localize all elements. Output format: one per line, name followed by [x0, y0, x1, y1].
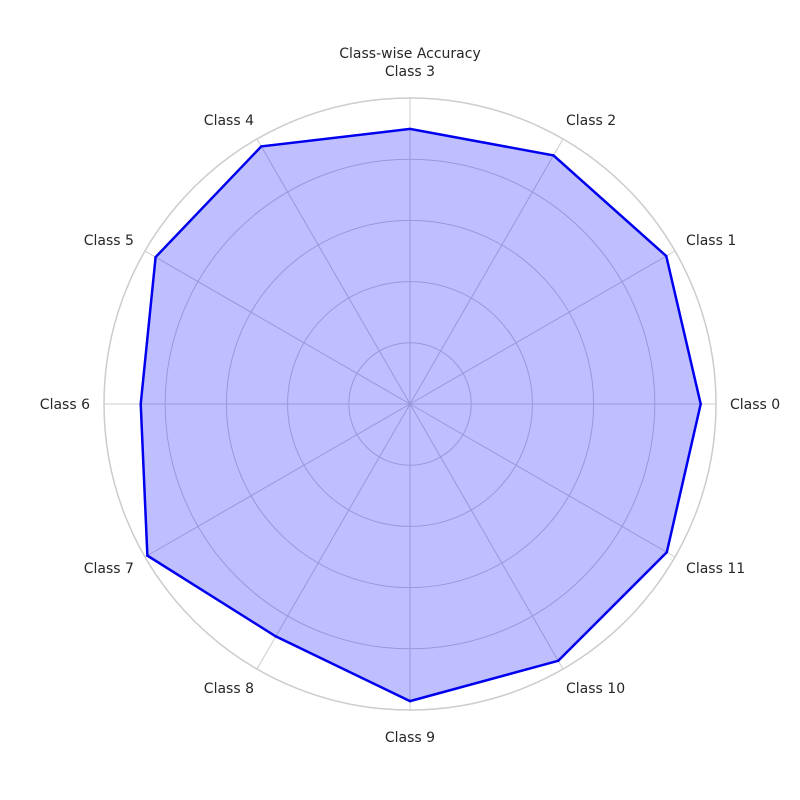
data-point-class-1 [665, 254, 668, 258]
chart-title: Class-wise Accuracy [339, 46, 481, 62]
spoke-11 [409, 403, 676, 558]
data-point-class-8 [274, 635, 278, 638]
label-class-0: Class 0 [730, 397, 780, 413]
label-class-5: Class 5 [84, 233, 134, 249]
spoke-5 [144, 250, 411, 405]
grid-layer [103, 97, 717, 711]
data-point-class-7 [146, 554, 149, 557]
data-point-class-11 [665, 551, 668, 554]
label-class-4: Class 4 [204, 113, 254, 129]
data-point-class-9 [408, 699, 412, 703]
spoke-7 [144, 403, 411, 558]
spoke-2 [409, 138, 564, 405]
data-point-class-5 [154, 255, 157, 259]
spoke-8 [256, 403, 411, 670]
data-point-class-6 [139, 402, 142, 406]
label-class-9: Class 9 [385, 730, 435, 746]
series-area-0 [140, 128, 701, 702]
label-class-7: Class 7 [84, 561, 134, 577]
spoke-1 [409, 250, 676, 405]
data-point-class-4 [260, 145, 263, 148]
category-labels: Class 0 Class 1 Class 2 Class 3 Class 4 Class… [40, 64, 780, 746]
spoke-4 [256, 138, 411, 405]
label-class-11: Class 11 [686, 561, 745, 577]
data-layer [139, 127, 702, 703]
label-class-1: Class 1 [686, 233, 736, 249]
label-class-2: Class 2 [566, 113, 616, 129]
data-point-class-0 [699, 402, 702, 406]
data-point-class-3 [408, 127, 412, 131]
label-class-8: Class 8 [204, 681, 254, 697]
label-class-3: Class 3 [385, 64, 435, 80]
label-class-6: Class 6 [40, 397, 90, 413]
spoke-10 [409, 403, 564, 670]
data-point-class-10 [557, 659, 560, 662]
label-class-10: Class 10 [566, 681, 625, 697]
data-point-class-2 [552, 154, 555, 157]
